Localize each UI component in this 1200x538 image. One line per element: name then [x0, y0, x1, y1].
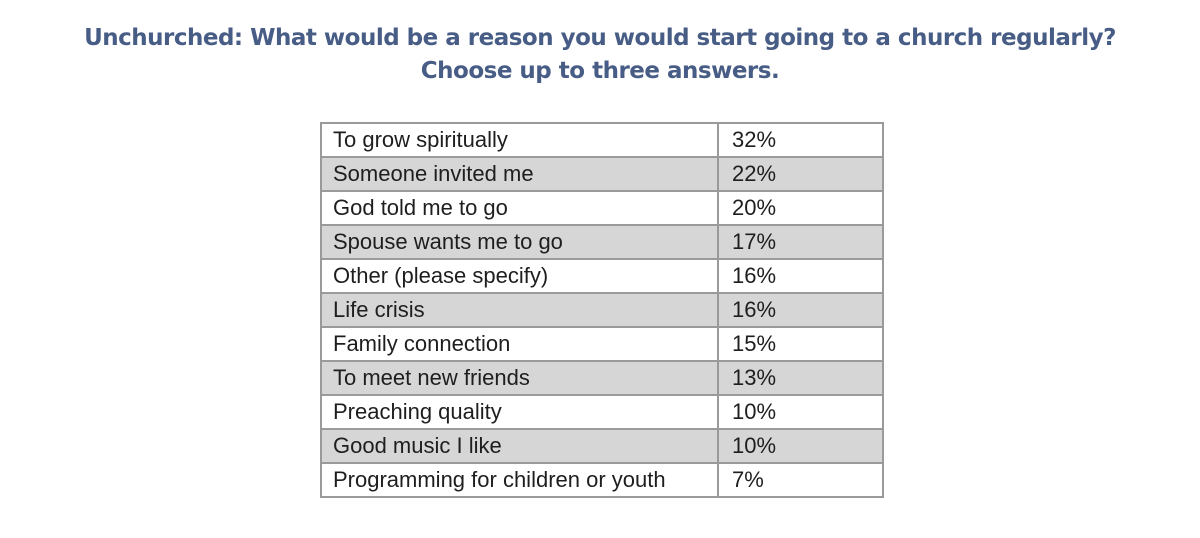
reason-cell: Life crisis — [320, 292, 719, 328]
table-row: To grow spiritually 32% — [320, 122, 884, 158]
percent-cell: 15% — [717, 326, 884, 362]
reason-cell: Programming for children or youth — [320, 462, 719, 498]
table-row: Preaching quality 10% — [320, 394, 884, 430]
reason-cell: God told me to go — [320, 190, 719, 226]
table-row: Family connection 15% — [320, 326, 884, 362]
reason-cell: Other (please specify) — [320, 258, 719, 294]
reason-cell: To meet new friends — [320, 360, 719, 396]
table-row: God told me to go 20% — [320, 190, 884, 226]
table-row: Other (please specify) 16% — [320, 258, 884, 294]
percent-cell: 32% — [717, 122, 884, 158]
reason-cell: Family connection — [320, 326, 719, 362]
percent-cell: 20% — [717, 190, 884, 226]
reason-cell: Someone invited me — [320, 156, 719, 192]
table-row: Good music I like 10% — [320, 428, 884, 464]
percent-cell: 22% — [717, 156, 884, 192]
percent-cell: 10% — [717, 394, 884, 430]
percent-cell: 16% — [717, 258, 884, 294]
header: Unchurched: What would be a reason you w… — [0, 22, 1200, 88]
percent-cell: 17% — [717, 224, 884, 260]
percent-cell: 7% — [717, 462, 884, 498]
table-body: To grow spiritually 32% Someone invited me… — [320, 122, 884, 498]
title: Unchurched: What would be a reason you w… — [84, 25, 1116, 51]
percent-cell: 16% — [717, 292, 884, 328]
table-row: Spouse wants me to go 17% — [320, 224, 884, 260]
percent-cell: 13% — [717, 360, 884, 396]
reason-cell: Spouse wants me to go — [320, 224, 719, 260]
table-row: To meet new friends 13% — [320, 360, 884, 396]
percent-cell: 10% — [717, 428, 884, 464]
table-row: Programming for children or youth 7% — [320, 462, 884, 498]
reason-cell: Good music I like — [320, 428, 719, 464]
subtitle: Choose up to three answers. — [420, 58, 780, 84]
reason-cell: Preaching quality — [320, 394, 719, 430]
table-row: Life crisis 16% — [320, 292, 884, 328]
table-row: Someone invited me 22% — [320, 156, 884, 192]
results-table: To grow spiritually 32% Someone invited me… — [320, 122, 884, 498]
reason-cell: To grow spiritually — [320, 122, 719, 158]
